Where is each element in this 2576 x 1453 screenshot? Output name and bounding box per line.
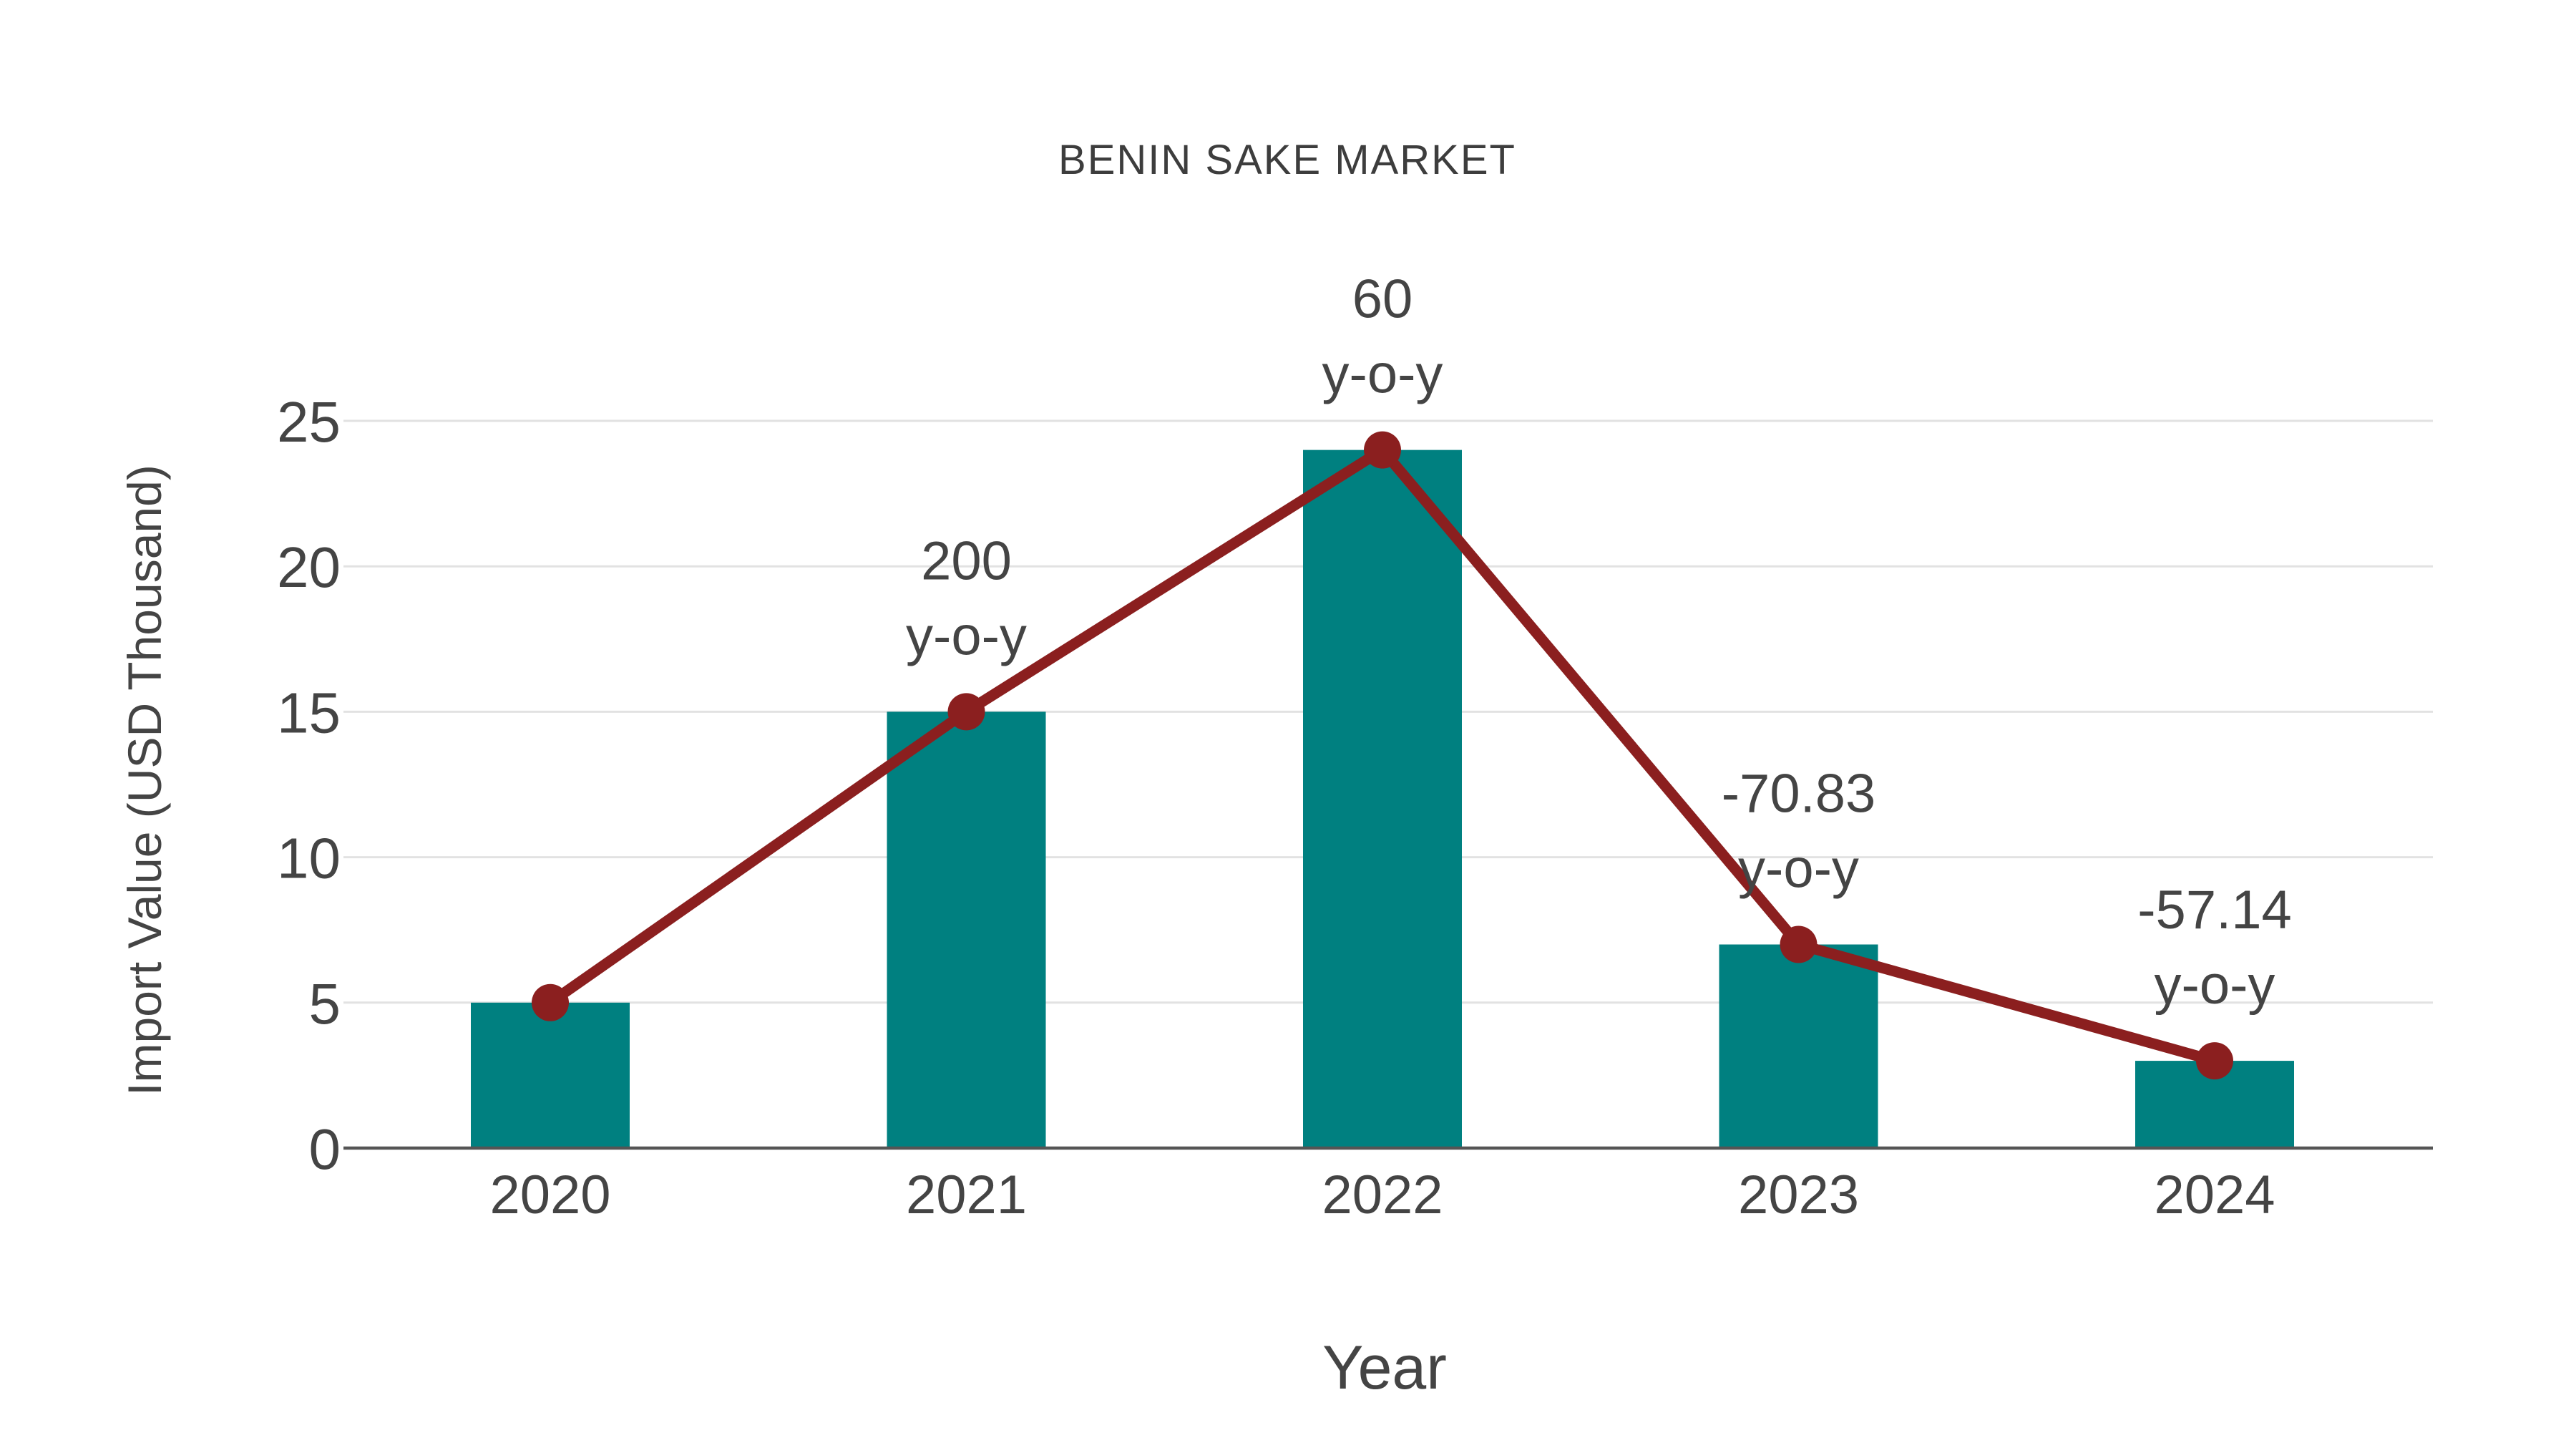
x-tick-label-2020: 2020 — [489, 1165, 610, 1225]
y-axis-title: Import Value (USD Thousand) — [118, 465, 171, 1096]
trend-marker-2021 — [947, 693, 985, 731]
bar-2022 — [1303, 449, 1462, 1148]
annotation-value-2021: 200 — [921, 530, 1012, 591]
trend-marker-2022 — [1364, 431, 1401, 469]
annotations-layer: 200 y-o-y 60 y-o-y -70.83 y-o-y -57.14 y-o-y — [906, 269, 2292, 1016]
annotation-value-2023: -70.83 — [1722, 764, 1876, 825]
bar-2023 — [1719, 944, 1878, 1148]
annotation-suffix-2022: y-o-y — [1322, 344, 1443, 405]
bar-2020 — [471, 1002, 630, 1148]
bars-layer — [471, 449, 2294, 1148]
annotation-value-2024: -57.14 — [2137, 880, 2292, 941]
x-axis-title: Year — [1322, 1333, 1447, 1402]
x-tick-label-2023: 2023 — [1738, 1165, 1859, 1225]
trend-marker-2023 — [1780, 925, 1818, 963]
y-tick-label-0: 0 — [309, 1117, 341, 1181]
annotation-suffix-2024: y-o-y — [2155, 955, 2275, 1016]
y-tick-label-5: 5 — [309, 972, 341, 1036]
y-tick-label-10: 10 — [277, 827, 341, 890]
x-tick-label-2021: 2021 — [906, 1165, 1027, 1225]
trend-marker-2024 — [2196, 1042, 2233, 1080]
bar-2021 — [887, 711, 1046, 1148]
trend-marker-2020 — [532, 983, 569, 1021]
tick-labels-layer: 0 5 10 15 20 25 2020 2021 2022 2023 2024 — [277, 390, 2275, 1225]
x-tick-label-2024: 2024 — [2154, 1165, 2275, 1225]
trend-line-layer — [532, 431, 2233, 1080]
annotation-suffix-2021: y-o-y — [906, 606, 1027, 666]
annotation-suffix-2023: y-o-y — [1738, 839, 1859, 900]
y-tick-label-25: 25 — [277, 390, 341, 454]
annotation-value-2022: 60 — [1352, 269, 1413, 330]
x-tick-label-2022: 2022 — [1322, 1165, 1443, 1225]
y-tick-label-20: 20 — [277, 535, 341, 599]
chart-title: BENIN SAKE MARKET — [1058, 137, 1516, 183]
y-tick-label-15: 15 — [277, 681, 341, 744]
